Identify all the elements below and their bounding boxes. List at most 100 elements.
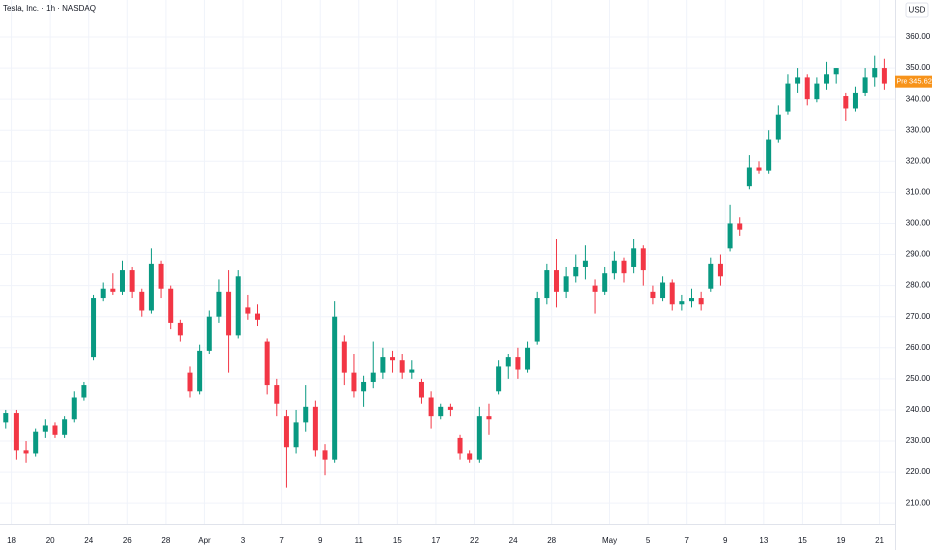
x-tick-label: 15 — [393, 536, 402, 545]
y-tick-label: 260.00 — [906, 343, 931, 352]
x-tick-label: 11 — [355, 536, 364, 545]
candle-body — [341, 341, 347, 373]
candle-body — [553, 270, 559, 292]
candle-body — [775, 114, 781, 140]
candle-body — [81, 385, 87, 398]
x-tick-label: 9 — [318, 536, 323, 545]
candle-body — [467, 453, 473, 460]
candle-body — [428, 397, 434, 417]
x-tick-label: 24 — [84, 536, 93, 545]
candle-body — [52, 425, 58, 435]
candle-body — [390, 357, 396, 361]
candle-body — [881, 68, 887, 84]
candle-body — [100, 288, 106, 299]
candle-body — [351, 372, 357, 392]
candle-body — [438, 406, 444, 417]
currency-box[interactable] — [905, 2, 929, 18]
candle-body — [303, 406, 309, 423]
x-tick-label: 7 — [279, 536, 284, 545]
x-tick-label: May — [602, 536, 617, 545]
candle-body — [370, 372, 376, 382]
candle-body — [216, 291, 222, 317]
candle-body — [110, 288, 116, 292]
pre-market-price-box — [909, 75, 932, 88]
candle-body — [399, 360, 405, 373]
candle-body — [42, 425, 48, 432]
candle-body — [727, 223, 733, 249]
candle-body — [573, 266, 579, 277]
candle-body — [158, 263, 164, 289]
candle-body — [621, 260, 627, 274]
x-tick-label: 19 — [837, 536, 846, 545]
candle-body — [187, 372, 193, 392]
candle-body — [33, 431, 39, 454]
candle-body — [640, 248, 646, 271]
currency[interactable]: USD — [909, 6, 926, 15]
y-tick-label: 340.00 — [906, 94, 931, 103]
candle-body — [283, 416, 289, 448]
candle-body — [447, 406, 453, 410]
candle-body — [206, 316, 212, 351]
candle-body — [611, 260, 617, 274]
candle-body — [129, 270, 135, 292]
pre-market-price: 345.62 — [909, 77, 932, 86]
x-tick-label: 17 — [431, 536, 440, 545]
x-tick-label: Apr — [198, 536, 211, 545]
x-tick-label: 3 — [241, 536, 246, 545]
y-tick-label: 240.00 — [906, 405, 931, 414]
x-tick-label: 21 — [875, 536, 884, 545]
candle-body — [312, 406, 318, 451]
candle-body — [245, 307, 251, 314]
candle-body — [322, 450, 328, 460]
candle-body — [843, 96, 849, 109]
y-tick-label: 220.00 — [906, 467, 931, 476]
candle-body — [23, 450, 29, 454]
candle-body — [582, 260, 588, 267]
x-tick-label: 28 — [547, 536, 556, 545]
x-tick-label: 13 — [759, 536, 768, 545]
y-tick-label: 300.00 — [906, 219, 931, 228]
candle-body — [139, 291, 145, 311]
candle-body — [255, 313, 261, 320]
candle-body — [177, 322, 183, 336]
candles — [3, 55, 887, 488]
candle-body — [274, 385, 280, 404]
y-tick-label: 270.00 — [906, 312, 931, 321]
candle-body — [563, 276, 569, 292]
candle-body — [119, 270, 125, 292]
y-tick-label: 250.00 — [906, 374, 931, 383]
candle-body — [795, 77, 801, 84]
x-tick-label: 15 — [798, 536, 807, 545]
x-tick-label: 18 — [7, 536, 16, 545]
grid — [0, 0, 895, 524]
candle-body — [3, 413, 9, 423]
chart-title: Tesla, Inc. · 1h · NASDAQ — [3, 4, 96, 13]
candle-body — [91, 298, 97, 358]
y-tick-label: 290.00 — [906, 250, 931, 259]
y-tick-label: 350.00 — [906, 63, 931, 72]
candle-body — [689, 298, 695, 302]
candle-body — [235, 276, 241, 336]
candle-body — [852, 92, 858, 109]
candle-body — [226, 291, 232, 336]
candle-body — [650, 291, 656, 299]
candle-body — [361, 381, 367, 392]
candle-body — [496, 366, 502, 392]
y-tick-label: 230.00 — [906, 436, 931, 445]
pre-market-tag-box — [895, 75, 909, 88]
candle-body — [525, 347, 531, 370]
candle-body — [332, 316, 338, 460]
y-tick-label: 280.00 — [906, 281, 931, 290]
candle-body — [380, 357, 386, 373]
y-tick-label: 210.00 — [906, 498, 931, 507]
candle-body — [785, 83, 791, 112]
x-tick-label: 24 — [509, 536, 518, 545]
candle-body — [476, 416, 482, 460]
x-tick-label: 5 — [646, 536, 651, 545]
candle-body — [862, 77, 868, 93]
candle-body — [62, 419, 68, 435]
candle-body — [756, 167, 762, 171]
candle-body — [197, 350, 203, 392]
